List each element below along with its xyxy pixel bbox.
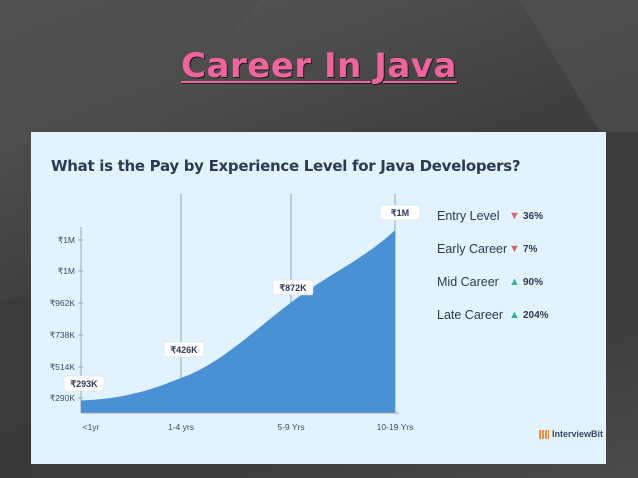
- x-tick-label: 1-4 yrs: [168, 422, 194, 432]
- legend-label: Entry Level: [437, 209, 500, 223]
- brand-logo: InterviewBit: [539, 429, 603, 439]
- area-series: [81, 230, 395, 413]
- legend-item-early-career: Early Career ▼ 7%: [437, 240, 537, 258]
- legend-label: Early Career: [437, 242, 508, 256]
- legend-value: 36%: [523, 210, 544, 222]
- y-tick-label: ₹1M: [58, 235, 75, 245]
- data-label-box: [272, 279, 314, 296]
- legend-item-entry-level: Entry Level ▼ 36%: [437, 207, 543, 225]
- background-shape-left: [0, 0, 260, 132]
- data-label-box: [163, 341, 205, 358]
- data-label-box: [379, 204, 421, 221]
- data-label: ₹426K: [170, 345, 198, 355]
- brand-name: InterviewBit: [552, 429, 604, 439]
- y-tick-label: ₹962K: [50, 298, 76, 308]
- legend-item-late-career: Late Career ▲ 204%: [437, 306, 549, 324]
- chart-panel: What is the Pay by Experience Level for …: [31, 132, 606, 464]
- chart-title: What is the Pay by Experience Level for …: [51, 157, 521, 175]
- background-shape-right: [520, 0, 638, 132]
- brand-icon: [539, 429, 549, 439]
- x-tick-label: 10-19 Yrs: [377, 422, 414, 432]
- background-shape-bottom-left: [0, 300, 31, 478]
- slide-title: Career In Java: [181, 46, 457, 86]
- y-tick-label: ₹738K: [50, 330, 76, 340]
- legend-value: 204%: [523, 309, 549, 321]
- up-arrow-icon: ▲: [509, 276, 520, 288]
- chart-plot: ₹290K ₹514K ₹738K ₹962K ₹1M ₹1M <1yr 1-4 yrs 5-9…: [50, 194, 421, 432]
- legend-label: Mid Career: [437, 275, 499, 289]
- up-arrow-icon: ▲: [509, 309, 520, 321]
- data-label: ₹872K: [279, 283, 307, 293]
- x-tick-label: <1yr: [83, 422, 100, 432]
- y-tick-label: ₹514K: [50, 362, 76, 372]
- legend-item-mid-career: Mid Career ▲ 90%: [437, 273, 543, 291]
- down-arrow-icon: ▼: [509, 243, 520, 255]
- legend-value: 7%: [523, 243, 538, 255]
- data-label: ₹293K: [70, 379, 98, 389]
- legend-value: 90%: [523, 276, 544, 288]
- x-tick-label: 5-9 Yrs: [277, 422, 304, 432]
- y-tick-label: ₹290K: [50, 393, 76, 403]
- legend-label: Late Career: [437, 308, 504, 322]
- data-label: ₹1M: [391, 208, 409, 218]
- y-tick-label: ₹1M: [58, 266, 75, 276]
- down-arrow-icon: ▼: [509, 210, 520, 222]
- data-label-box: [63, 375, 105, 392]
